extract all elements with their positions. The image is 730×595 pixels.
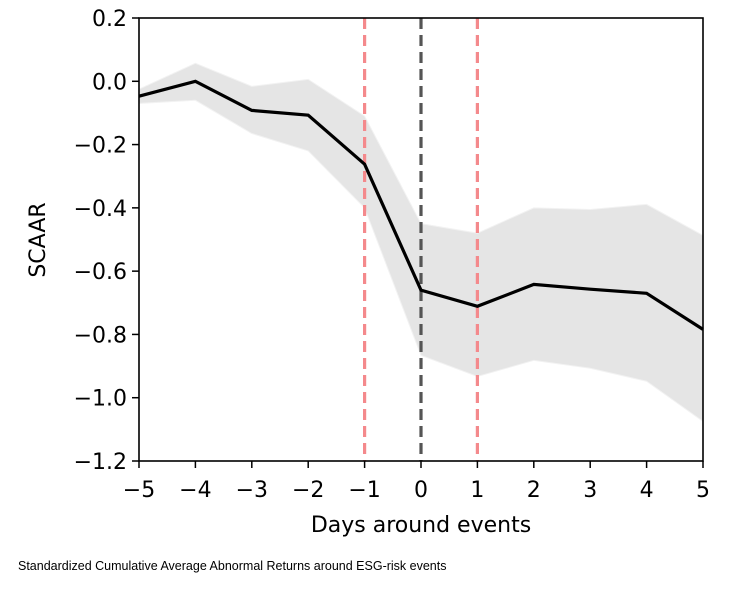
x-tick-label: −4 [179,478,211,503]
x-tick-label: −5 [123,478,155,503]
scaar-chart: −5 −4 −3 −2 −1 0 1 2 3 4 5 0.2 0.0 −0.2 −0.4 −0.6 −0.8 −… [26,7,710,538]
y-tick-label: 0.0 [92,70,127,95]
x-tick-label: 3 [583,478,597,503]
y-tick-label: −0.6 [74,260,127,285]
x-tick-label: 0 [414,478,428,503]
x-axis-title: Days around events [311,513,531,538]
y-axis-title: SCAAR [26,202,51,277]
x-tick-label: −2 [292,478,324,503]
y-tick-label: −1.0 [74,387,127,412]
x-tick-label: 5 [696,478,710,503]
figure-caption: Standardized Cumulative Average Abnormal… [18,559,447,573]
y-tick-label: −0.8 [74,323,127,348]
y-tick-label: −0.2 [74,134,127,159]
x-tick-label: 2 [527,478,541,503]
x-tick-label: 4 [640,478,654,503]
x-tick-label: 1 [470,478,484,503]
x-tick-label: −1 [348,478,380,503]
x-tick-label: −3 [236,478,268,503]
y-tick-label: −1.2 [74,450,127,475]
y-tick-label: −0.4 [74,197,127,222]
y-tick-label: 0.2 [92,7,127,32]
